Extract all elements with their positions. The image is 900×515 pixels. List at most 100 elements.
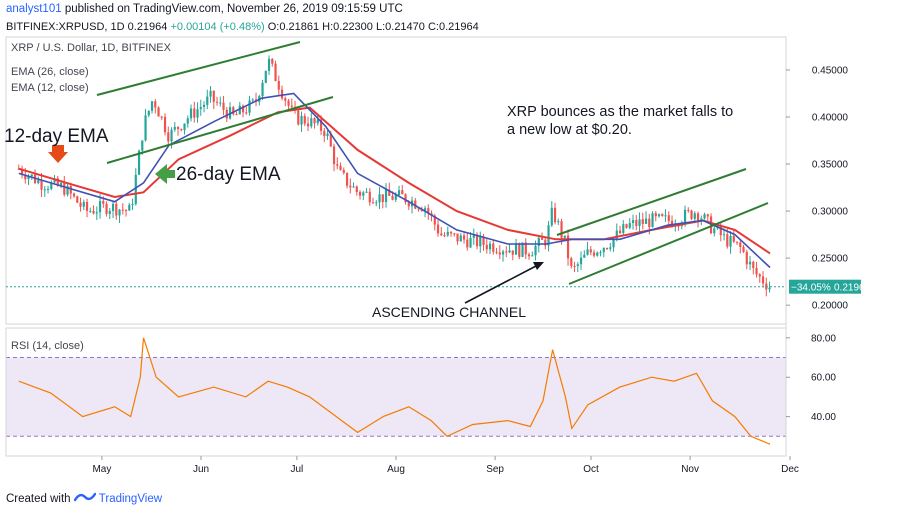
candle-body (687, 209, 690, 211)
candle-body (495, 251, 498, 253)
candle-body (105, 203, 108, 214)
candle-body (524, 242, 527, 255)
candle-body (102, 201, 105, 204)
candle-body (362, 192, 365, 196)
publish-header: analyst101 published on TradingView.com,… (0, 0, 900, 20)
ema12-annotation: 12-day EMA (4, 126, 109, 147)
candle-body (605, 247, 609, 249)
candle-body (180, 129, 183, 131)
candle-body (505, 251, 508, 253)
candle-body (111, 203, 115, 211)
candle-body (635, 220, 638, 226)
candle-body (618, 230, 622, 234)
candle-body (56, 178, 59, 186)
candle-body (440, 233, 443, 236)
channel-lower-2 (568, 202, 769, 285)
note-line-2: a new low at $0.20. (507, 122, 632, 138)
channel-upper-1 (96, 41, 301, 96)
candle-body (30, 174, 33, 177)
tradingview-logo-icon (73, 492, 96, 502)
candle-body (137, 150, 141, 175)
candle-body (417, 208, 420, 210)
candle-body (537, 237, 540, 246)
candle-body (115, 203, 118, 216)
price-tick-label: 0.20000 (812, 301, 849, 312)
candle-body (531, 255, 534, 257)
candle-body (131, 203, 134, 205)
candle-body (241, 105, 245, 113)
candle-body (739, 242, 742, 247)
candle-body (560, 221, 563, 238)
time-tick-label: May (92, 464, 111, 475)
candle-body (459, 235, 462, 242)
candle-body (446, 231, 449, 236)
symbol-name: BITFINEX:XRPUSD, 1D (6, 21, 125, 33)
price-tick-label: 0.25000 (812, 254, 849, 265)
candle-body (462, 235, 466, 240)
candle-body (352, 186, 355, 188)
candle-body (323, 130, 326, 136)
price-tag-bg (789, 279, 861, 294)
candle-body (144, 115, 147, 141)
candle-body (703, 214, 706, 219)
candle-body (576, 264, 579, 266)
down-arrow-icon (48, 145, 68, 163)
candle-body (150, 101, 154, 111)
candle-body (134, 174, 137, 204)
candle-body (79, 202, 82, 207)
candle-body (43, 189, 46, 191)
candle-body (719, 226, 722, 236)
candle-body (735, 241, 739, 243)
candle-body (37, 180, 40, 183)
candle-body (300, 115, 303, 125)
candle-body (742, 246, 745, 252)
candle-body (384, 189, 388, 202)
candle-body (349, 185, 352, 188)
candle-body (586, 249, 589, 255)
candle-body (518, 243, 521, 257)
candle-body (748, 261, 752, 265)
price-tick-label: 0.35000 (812, 160, 849, 171)
candle-body (24, 174, 27, 180)
ema26-annotation: 26-day EMA (176, 164, 281, 185)
candle-body (297, 110, 300, 125)
candle-body (453, 233, 456, 235)
candle-body (628, 223, 631, 228)
footer-brand[interactable]: TradingView (98, 493, 163, 505)
price-tag: −34.05% 0.21964 (789, 279, 871, 294)
candle-body (482, 236, 485, 245)
candle-body (622, 224, 625, 234)
candle-body (745, 251, 748, 265)
candle-body (310, 118, 313, 127)
candle-body (401, 190, 404, 195)
arrowhead-icon (533, 262, 544, 270)
channel-label: ASCENDING CHANNEL (372, 304, 526, 320)
price-tick-label: 0.45000 (812, 65, 849, 76)
rsi-tick-label: 60.00 (811, 373, 836, 384)
candle-body (644, 218, 648, 224)
candle-body (388, 189, 391, 196)
candle-body (118, 209, 121, 216)
candle-body (225, 109, 228, 119)
candle-body (547, 225, 550, 246)
candle-body (290, 105, 293, 107)
candle-body (527, 254, 531, 257)
candle-body (365, 191, 368, 193)
candle-body (514, 243, 518, 255)
candle-body (228, 107, 232, 119)
candle-body (173, 126, 176, 130)
candle-body (654, 213, 657, 217)
candle-body (667, 215, 670, 221)
candle-body (160, 116, 163, 118)
candle-body (72, 193, 76, 197)
candle-body (726, 234, 729, 247)
time-tick-label: Aug (387, 464, 405, 475)
author-link[interactable]: analyst101 (6, 3, 62, 15)
candle-body (69, 185, 72, 194)
candle-body (706, 214, 709, 217)
candle-body (280, 89, 284, 99)
candle-body (657, 214, 661, 217)
candle-body (215, 101, 219, 103)
candle-body (98, 201, 102, 213)
